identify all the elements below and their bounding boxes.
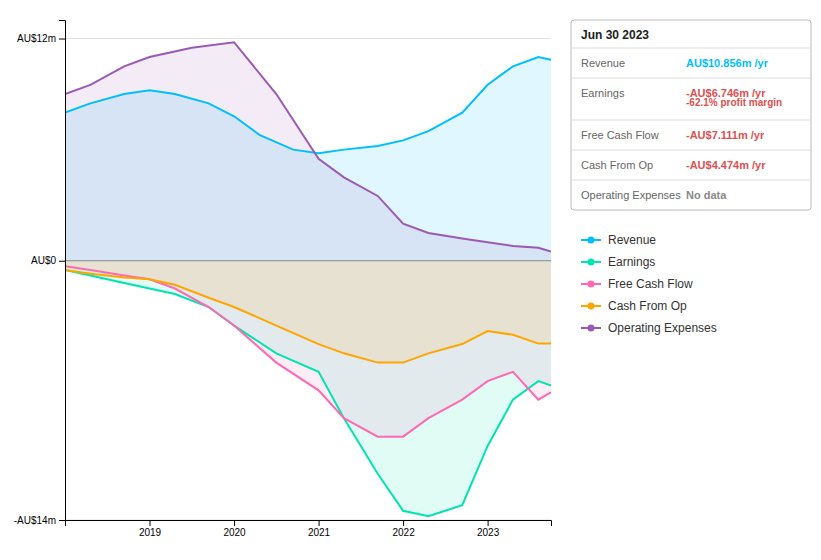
legend-item: Operating Expenses xyxy=(581,321,717,335)
tooltip-label: Earnings xyxy=(581,87,625,99)
tooltip-value: AU$10.856m /yr xyxy=(686,57,769,69)
series-line xyxy=(65,57,551,153)
series-line xyxy=(65,270,551,516)
x-axis-line xyxy=(66,521,552,527)
series-area xyxy=(65,261,551,437)
x-tick-label: 2022 xyxy=(392,527,415,538)
legend-label: Revenue xyxy=(608,233,656,247)
tooltip-separator xyxy=(571,48,811,49)
grid xyxy=(65,39,551,520)
tooltip-separator xyxy=(571,78,811,79)
series-line xyxy=(65,42,551,251)
y-tick-label: -AU$14m xyxy=(14,515,56,526)
x-tick-label: 2020 xyxy=(223,527,246,538)
legend-item: Earnings xyxy=(581,255,655,269)
y-tick-mark xyxy=(59,261,65,262)
x-tick-label: 2023 xyxy=(477,527,500,538)
legend-marker xyxy=(588,281,595,288)
y-tick-mark xyxy=(59,39,65,40)
series-area xyxy=(65,261,551,517)
legend-label: Free Cash Flow xyxy=(608,277,693,291)
tooltip-separator xyxy=(571,180,811,181)
y-tick: AU$0 xyxy=(31,255,65,266)
x-tick-mark xyxy=(488,520,489,526)
x-tick-label: 2019 xyxy=(139,527,162,538)
y-tick: -AU$14m xyxy=(14,515,65,526)
legend-item: Cash From Op xyxy=(581,299,687,313)
series-area xyxy=(65,261,551,363)
tooltip-label: Cash From Op xyxy=(581,159,653,171)
tooltip-label: Revenue xyxy=(581,57,625,69)
tooltip: Jun 30 2023 Revenue AU$10.856m /yr Earnings… xyxy=(571,20,811,210)
y-tick-label: AU$0 xyxy=(31,255,56,266)
tooltip-separator xyxy=(571,120,811,121)
x-tick: 2022 xyxy=(392,520,415,538)
legend-label: Operating Expenses xyxy=(608,321,717,335)
legend: Revenue Earnings Free Cash Flow Cash From O… xyxy=(581,233,717,335)
tooltip-title: Jun 30 2023 xyxy=(581,28,649,42)
series-line xyxy=(65,266,551,436)
x-tick-mark xyxy=(150,520,151,526)
legend-label: Earnings xyxy=(608,255,655,269)
marks xyxy=(65,42,551,516)
y-tick-mark xyxy=(59,520,65,521)
tooltip-box xyxy=(571,20,811,210)
legend-item: Free Cash Flow xyxy=(581,277,693,291)
tooltip-label: Free Cash Flow xyxy=(581,129,659,141)
y-tick: AU$12m xyxy=(17,33,65,44)
legend-marker xyxy=(588,259,595,266)
y-axis-line xyxy=(59,21,66,521)
x-tick-mark xyxy=(234,520,235,526)
plot: AU$12m AU$0 -AU$14m 2019 2020 2021 2022 2023 xyxy=(14,21,552,539)
tooltip-separator xyxy=(571,150,811,151)
legend-label: Cash From Op xyxy=(608,299,687,313)
x-tick-mark xyxy=(403,520,404,526)
grid-line xyxy=(65,38,551,39)
legend-item: Revenue xyxy=(581,233,656,247)
x-tick: 2020 xyxy=(223,520,246,538)
tooltip-label: Operating Expenses xyxy=(581,189,681,201)
x-tick-label: 2021 xyxy=(308,527,331,538)
chart: AU$12m AU$0 -AU$14m 2019 2020 2021 2022 2023 Jun… xyxy=(0,0,821,560)
x-tick: 2019 xyxy=(139,520,162,538)
y-tick-label: AU$12m xyxy=(17,33,56,44)
series-area xyxy=(65,42,551,261)
tooltip-value: -AU$7.111m /yr xyxy=(686,129,765,141)
tooltip-extra: -62.1% profit margin xyxy=(686,97,782,108)
x-tick: 2021 xyxy=(308,520,331,538)
y-axis: AU$12m AU$0 -AU$14m xyxy=(14,21,66,526)
legend-marker xyxy=(588,325,595,332)
tooltip-value: No data xyxy=(686,189,727,201)
legend-marker xyxy=(588,303,595,310)
x-tick-mark xyxy=(319,520,320,526)
x-tick: 2023 xyxy=(477,520,500,538)
x-axis: 2019 2020 2021 2022 2023 xyxy=(66,520,552,538)
series-line xyxy=(65,270,551,363)
tooltip-value: -AU$4.474m /yr xyxy=(686,159,766,171)
legend-marker xyxy=(588,237,595,244)
